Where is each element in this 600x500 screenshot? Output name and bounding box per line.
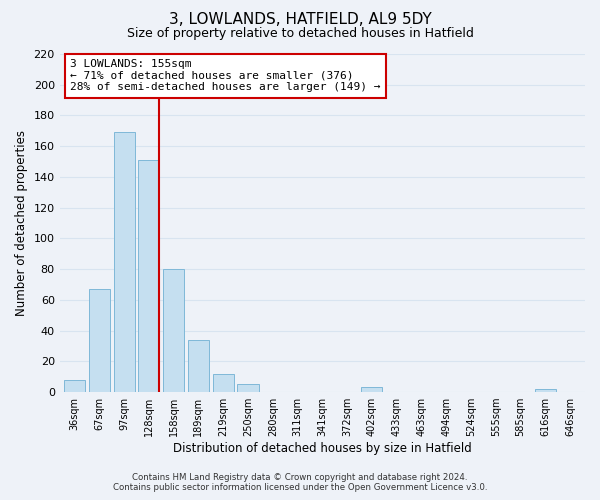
Y-axis label: Number of detached properties: Number of detached properties — [15, 130, 28, 316]
Bar — [212, 374, 234, 392]
Bar — [535, 389, 556, 392]
Text: Contains HM Land Registry data © Crown copyright and database right 2024.
Contai: Contains HM Land Registry data © Crown c… — [113, 473, 487, 492]
Bar — [113, 132, 134, 392]
Bar — [188, 340, 209, 392]
Text: Size of property relative to detached houses in Hatfield: Size of property relative to detached ho… — [127, 28, 473, 40]
Bar — [238, 384, 259, 392]
Text: 3 LOWLANDS: 155sqm
← 71% of detached houses are smaller (376)
28% of semi-detach: 3 LOWLANDS: 155sqm ← 71% of detached hou… — [70, 59, 380, 92]
Bar — [64, 380, 85, 392]
Bar — [89, 289, 110, 392]
Bar — [139, 160, 160, 392]
Text: 3, LOWLANDS, HATFIELD, AL9 5DY: 3, LOWLANDS, HATFIELD, AL9 5DY — [169, 12, 431, 28]
Bar — [163, 269, 184, 392]
Bar — [361, 388, 382, 392]
X-axis label: Distribution of detached houses by size in Hatfield: Distribution of detached houses by size … — [173, 442, 472, 455]
